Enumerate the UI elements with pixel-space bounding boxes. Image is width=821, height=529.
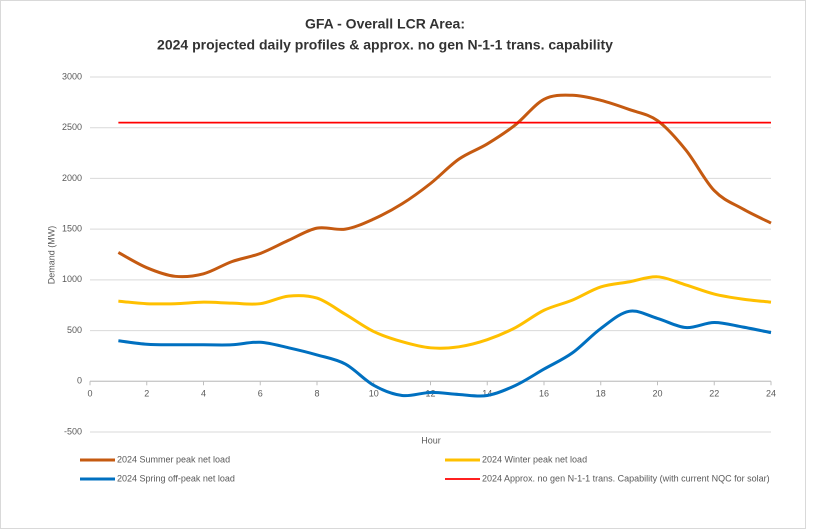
x-tick-label: 14 — [482, 389, 492, 399]
legend-label: 2024 Approx. no gen N-1-1 trans. Capabil… — [482, 473, 770, 483]
legend-label: 2024 Winter peak net load — [482, 454, 587, 464]
y-tick-label: 500 — [67, 325, 82, 335]
y-tick-label: 1500 — [62, 224, 82, 234]
y-tick-label: 3000 — [62, 71, 82, 81]
y-tick-label: -500 — [64, 426, 82, 436]
x-tick-label: 6 — [258, 389, 263, 399]
legend-label: 2024 Summer peak net load — [117, 454, 230, 464]
y-axis-label: Demand (MW) — [46, 226, 56, 285]
y-tick-label: 1000 — [62, 274, 82, 284]
x-tick-label: 0 — [87, 389, 92, 399]
x-tick-label: 16 — [539, 389, 549, 399]
chart-title: GFA - Overall LCR Area: — [305, 16, 465, 32]
y-tick-label: 2500 — [62, 122, 82, 132]
x-tick-label: 22 — [709, 389, 719, 399]
x-tick-label: 10 — [369, 389, 379, 399]
x-tick-label: 18 — [596, 389, 606, 399]
y-tick-label: 0 — [77, 376, 82, 386]
x-tick-label: 20 — [652, 389, 662, 399]
x-tick-label: 24 — [766, 389, 776, 399]
y-tick-label: 2000 — [62, 173, 82, 183]
x-tick-label: 4 — [201, 389, 206, 399]
x-tick-label: 8 — [314, 389, 319, 399]
chart-subtitle: 2024 projected daily profiles & approx. … — [157, 37, 613, 53]
series-line — [118, 309, 772, 398]
series-line — [118, 275, 772, 350]
legend-label: 2024 Spring off-peak net load — [117, 473, 235, 483]
x-axis-label: Hour — [421, 435, 441, 445]
x-tick-label: 2 — [144, 389, 149, 399]
